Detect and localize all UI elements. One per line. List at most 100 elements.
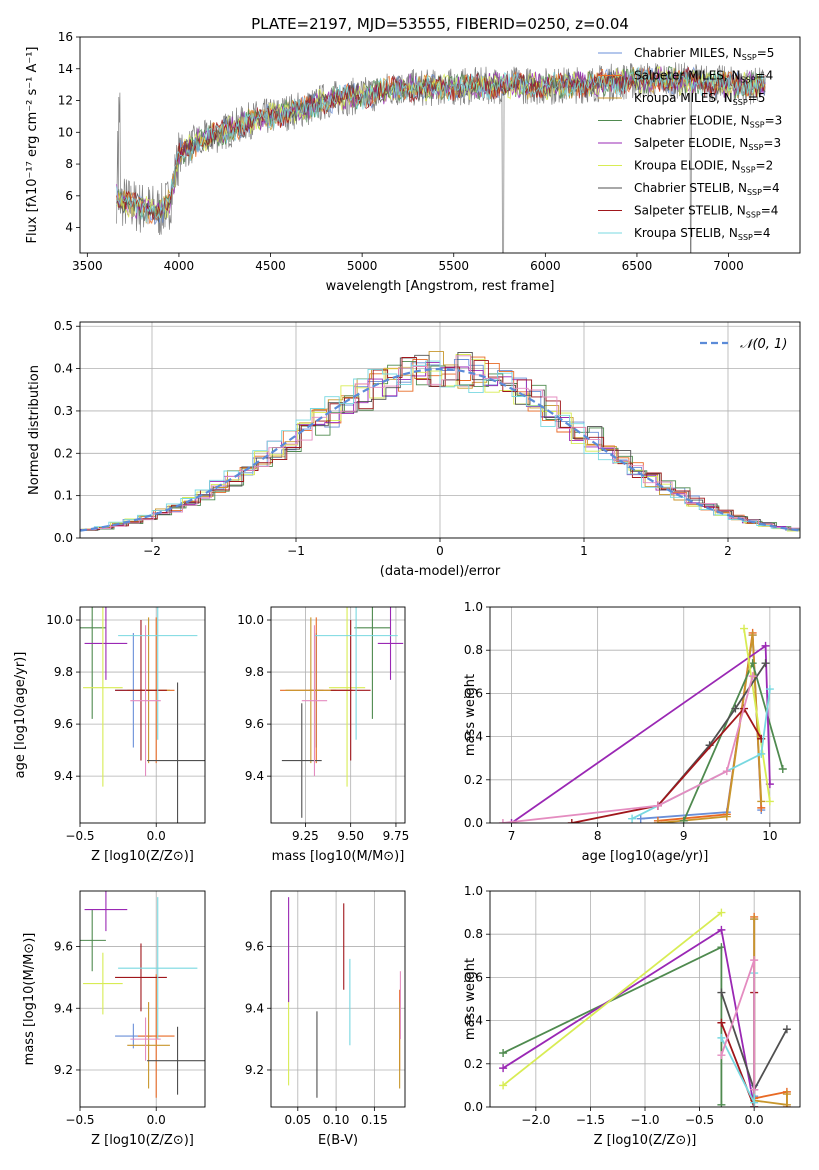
x-tick-label: 4000 <box>164 259 195 273</box>
x-tick-label: 5000 <box>347 259 378 273</box>
x-tick-label: 9 <box>680 829 688 843</box>
x-tick-label: 4500 <box>255 259 286 273</box>
y-tick-label: 0.6 <box>464 970 483 984</box>
x-tick-label: −1.5 <box>576 1113 605 1127</box>
y-axis-label: mass weight <box>463 958 478 1040</box>
chart-spectrum: 3500 4000 4500 5000 5500 6000 6500 7000 4 6 8 10 12 1… <box>25 30 801 294</box>
y-tick-label: 9.4 <box>245 769 264 783</box>
y-tick-label: 0.0 <box>464 816 483 830</box>
weight-marker <box>653 819 662 823</box>
y-tick-label: 9.4 <box>54 1001 73 1015</box>
weight-marker <box>653 801 662 810</box>
weight-marker <box>722 767 731 776</box>
weight-marker <box>761 659 770 668</box>
plot-area <box>80 891 205 1107</box>
y-tick-label: 10.0 <box>237 613 264 627</box>
x-tick-label: 0 <box>436 544 444 558</box>
x-tick-label: −0.5 <box>685 1113 714 1127</box>
weight-marker <box>731 704 740 713</box>
weight-marker <box>499 1049 508 1057</box>
weight-marker <box>507 819 516 823</box>
y-tick-label: 0.4 <box>464 730 483 744</box>
plot-area <box>490 891 800 1107</box>
y-tick-label: 10 <box>58 125 73 139</box>
x-axis-label: E(B-V) <box>318 1133 358 1148</box>
x-tick-label: 2 <box>724 544 732 558</box>
x-tick-label: 6500 <box>622 259 653 273</box>
plot-area <box>271 607 405 823</box>
legend-label: Salpeter ELODIE, NSSP=3 <box>634 136 781 152</box>
y-tick-label: 1.0 <box>464 600 483 614</box>
x-axis-label: Z [log10(Z/Z⊙)] <box>91 1133 194 1148</box>
y-tick-label: 1.0 <box>464 884 483 898</box>
weight-marker <box>782 1025 791 1034</box>
legend: Chabrier MILES, NSSP=5 Salpeter MILES, NS… <box>598 46 782 242</box>
weight-marker <box>748 631 757 640</box>
y-tick-label: 0.2 <box>464 1057 483 1071</box>
legend: 𝒩(0, 1) <box>700 337 787 352</box>
y-tick-label: 9.6 <box>245 717 264 731</box>
y-tick-label: 9.2 <box>245 1063 264 1077</box>
x-axis-label: age [log10(age/yr)] <box>582 849 709 864</box>
y-tick-label: 0.3 <box>54 404 73 418</box>
data-point-errorbar <box>118 607 198 740</box>
data-point-errorbar <box>354 607 391 719</box>
x-tick-label: −1 <box>287 544 305 558</box>
weight-marker <box>717 1100 726 1107</box>
data-point-errorbar <box>285 617 337 764</box>
chart-mass_vs_Z: −0.5 0.0 9.2 9.4 9.6 Z [log10(Z/Z⊙)] mass [log… <box>22 890 206 1148</box>
x-tick-label: 1 <box>580 544 588 558</box>
model-spectrum-line <box>116 66 766 223</box>
legend-label: Kroupa MILES, NSSP=5 <box>634 91 765 107</box>
y-axis-label: mass [log10(M/M⊙)] <box>22 933 37 1066</box>
data-point-errorbar <box>84 891 128 932</box>
weight-marker <box>499 1064 508 1073</box>
weight-series <box>499 925 759 1107</box>
x-tick-label: 10 <box>762 829 777 843</box>
weight-series <box>498 672 757 823</box>
x-tick-label: −2 <box>143 544 161 558</box>
histogram-step <box>83 351 800 531</box>
y-tick-label: 9.8 <box>245 665 264 679</box>
x-tick-label: 0.0 <box>745 1113 764 1127</box>
x-tick-label: 9.25 <box>292 829 319 843</box>
weight-marker <box>750 956 759 965</box>
weight-line <box>743 628 771 802</box>
x-tick-label: −1.0 <box>630 1113 659 1127</box>
plot-area <box>116 62 766 253</box>
legend-label: Chabrier MILES, NSSP=5 <box>634 46 774 62</box>
weight-marker <box>761 641 770 650</box>
y-tick-label: 0.8 <box>464 927 483 941</box>
weight-marker <box>499 1081 508 1090</box>
x-tick-label: 0.10 <box>323 1113 350 1127</box>
y-tick-label: 0.4 <box>54 362 73 376</box>
legend-label: Chabrier STELIB, NSSP=4 <box>634 181 780 197</box>
x-tick-label: −2.0 <box>521 1113 550 1127</box>
x-tick-label: 7 <box>508 829 516 843</box>
weight-marker <box>717 925 726 934</box>
plot-area <box>80 607 205 823</box>
weight-series <box>679 659 787 823</box>
y-tick-label: 0.0 <box>54 531 73 545</box>
y-tick-label: 0.2 <box>54 446 73 460</box>
weight-marker <box>750 915 759 924</box>
panels: 3500 4000 4500 5000 5500 6000 6500 700046810121… <box>13 30 801 1148</box>
data-point-errorbar <box>301 625 328 777</box>
x-tick-label: 7000 <box>713 259 744 273</box>
data-point-errorbar <box>127 1002 170 1089</box>
data-point-errorbar <box>80 909 106 972</box>
y-tick-label: 0.5 <box>54 319 73 333</box>
weight-marker <box>757 749 766 758</box>
weight-series <box>740 624 774 806</box>
data-point-errorbar <box>83 952 123 1015</box>
axes-frame <box>79 606 206 824</box>
histogram-step <box>81 355 800 531</box>
weight-line <box>502 675 754 823</box>
data-point-errorbar <box>147 1026 205 1095</box>
x-tick-label: −0.5 <box>65 1113 94 1127</box>
y-tick-label: 12 <box>58 94 73 108</box>
weight-marker <box>498 819 507 823</box>
data-point-errorbar <box>281 703 322 818</box>
